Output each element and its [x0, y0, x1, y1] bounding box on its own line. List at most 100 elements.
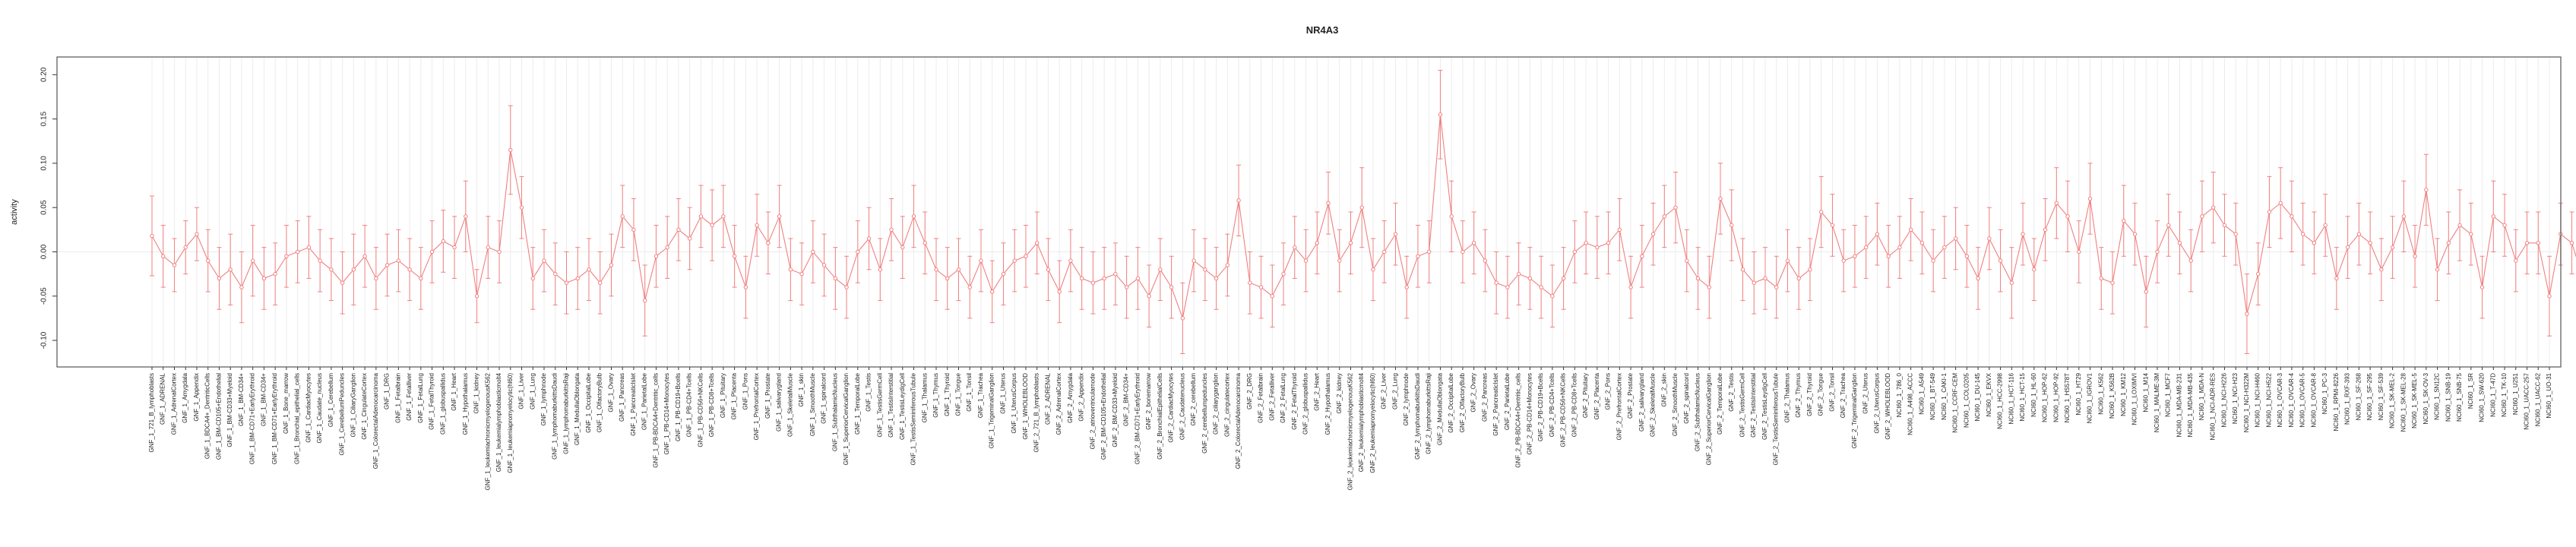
x-tick-label: NCI60_1_SR: [2467, 373, 2474, 409]
data-point: [687, 236, 692, 241]
x-tick-label: NCI60_1_BT-549: [1929, 372, 1936, 419]
data-point-group: [261, 247, 267, 310]
data-point: [1863, 245, 1869, 250]
data-point: [721, 214, 726, 219]
x-tick-label: GNF_2_Testis: [1728, 373, 1735, 412]
data-point: [743, 285, 748, 289]
x-tick-label: GNF_1_Ovary: [607, 373, 614, 413]
data-point: [1248, 280, 1252, 285]
data-point: [1539, 285, 1543, 289]
data-point-group: [777, 185, 782, 248]
x-tick-label: NCI60_1_SW-620: [2479, 372, 2486, 422]
data-point: [1685, 258, 1689, 263]
data-point: [1853, 254, 1857, 258]
x-tick-label: NCI60_1_SK-MEL-2: [2389, 372, 2396, 428]
y-axis-label: activity: [10, 199, 19, 225]
data-point-group: [205, 229, 210, 292]
data-point: [1236, 198, 1241, 203]
data-point-group: [889, 198, 894, 261]
data-point: [2290, 214, 2294, 219]
x-tick-label: GNF_2_PancreaticIslet: [1492, 372, 1499, 435]
x-tick-label: NCI60_1_MDA-MB-435: [2187, 372, 2194, 437]
data-point: [2188, 258, 2193, 263]
x-tick-label: NCI60_1_NCI-H322M: [2243, 373, 2250, 433]
x-tick-label: GNF_1_Cerebellum: [328, 373, 334, 427]
data-point: [934, 267, 938, 272]
data-point-group: [1281, 242, 1286, 305]
data-point-group: [1393, 202, 1398, 266]
data-point-group: [1001, 242, 1006, 305]
x-tick-label: GNF_1_Tongue: [954, 372, 961, 416]
data-point-group: [2065, 180, 2071, 252]
data-point-group: [1326, 172, 1331, 235]
x-tick-label: GNF_1_Lung: [529, 373, 536, 409]
x-tick-label: GNF_2_atrioventricularnode: [1089, 372, 1096, 449]
x-tick-label: GNF_1_CerebellumPeduncles: [339, 373, 346, 455]
x-tick-label: GNF_1_TestisLeydigCell: [899, 373, 906, 440]
data-point: [1897, 245, 1902, 250]
data-point-group: [2199, 180, 2204, 252]
data-point: [419, 276, 423, 281]
x-tick-label: GNF_1_MedullaOblongata: [574, 372, 581, 445]
x-tick-label: GNF_1_Pituitary: [720, 373, 726, 418]
x-tick-label: GNF_2_SubthalamicNucleus: [1695, 373, 1701, 451]
x-tick-label: GNF_2_BronchialEpithelialCells: [1157, 373, 1163, 460]
data-point: [2401, 214, 2407, 219]
data-point: [1886, 254, 1891, 258]
x-tick-label: NCI60_1_NCI-H460: [2255, 372, 2261, 427]
data-point-group: [1068, 229, 1073, 292]
data-point: [464, 214, 468, 219]
x-tick-label: GNF_1_Prostate: [764, 372, 771, 419]
y-tick-label: -0.05: [40, 287, 49, 305]
data-point-group: [1057, 260, 1062, 324]
data-point-group: [2233, 202, 2239, 266]
data-point-group: [833, 247, 838, 310]
data-point-group: [1348, 211, 1353, 275]
data-point-group: [597, 251, 603, 315]
x-tick-label: GNF_2_TestisSeminiferousTubule: [1773, 372, 1780, 465]
x-tick-label: NCI60_1_IGROV1: [2087, 372, 2093, 423]
x-tick-label: GNF_1_ParietalLobe: [641, 372, 648, 430]
data-point: [1494, 280, 1498, 285]
x-tick-label: GNF_2_TemporalLobe: [1717, 372, 1723, 434]
data-point: [362, 254, 367, 258]
x-tick-label: NCI60_1_COLO205: [1963, 372, 1970, 428]
data-point: [1808, 267, 1812, 272]
data-point-group: [1617, 198, 1622, 261]
x-tick-label: GNF_1_BM-CD34+: [260, 373, 267, 426]
data-point: [2166, 223, 2171, 228]
x-tick-label: NCI60_1_LOXIMVI: [2131, 373, 2138, 425]
x-tick-label: GNF_1_BM-CD33+Myeloid: [226, 373, 233, 447]
x-tick-label: GNF_1_SubthalamicNucleus: [831, 373, 838, 451]
data-point-group: [1639, 224, 1644, 288]
data-point-group: [2031, 238, 2036, 302]
data-point: [2569, 241, 2574, 245]
x-tick-label: GNF_2_Fetalliver: [1268, 373, 1275, 421]
data-point: [777, 214, 782, 219]
x-tick-label: GNF_1_Hypothalamus: [462, 373, 469, 435]
data-point-group: [150, 195, 154, 277]
data-point: [407, 267, 412, 272]
data-point: [1830, 223, 1835, 228]
data-point-group: [2323, 194, 2328, 257]
x-tick-label: GNF_1_BM-CD34+: [238, 373, 245, 426]
data-point: [2211, 205, 2216, 210]
data-point: [161, 254, 166, 258]
data-point: [878, 267, 882, 272]
data-point: [1942, 245, 1947, 250]
data-point: [1046, 267, 1051, 272]
data-point-group: [1549, 264, 1555, 328]
x-tick-label: NCI60_1_HCC-2998: [1997, 372, 2004, 428]
x-tick-label: NCI60_1_KM12: [2120, 372, 2127, 416]
data-point: [2132, 232, 2138, 236]
data-point-group: [2166, 194, 2171, 257]
x-tick-label: GNF_2_TrigeminalGanglion: [1851, 373, 1858, 448]
data-point: [1695, 276, 1701, 281]
data-point-group: [1202, 238, 1207, 302]
data-point: [1124, 285, 1129, 289]
x-tick-label: NCI60_1_U251: [2512, 372, 2519, 415]
data-point-group: [396, 229, 401, 292]
x-tick-label: GNF_2_PB-CD19+Bcells: [1537, 373, 1544, 441]
data-point: [519, 205, 524, 210]
data-point-group: [1527, 247, 1533, 310]
